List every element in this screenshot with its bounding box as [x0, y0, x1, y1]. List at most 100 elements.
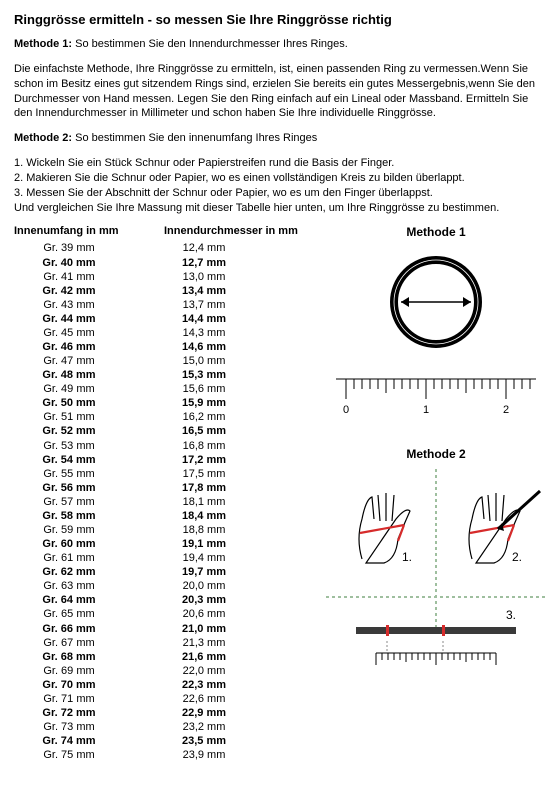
table-row: Gr. 48 mm15,3 mm [14, 368, 314, 382]
table-row: Gr. 46 mm14,6 mm [14, 340, 314, 354]
table-header-col1: Innenumfang in mm [14, 225, 164, 237]
cell-circumference: Gr. 65 mm [14, 607, 164, 621]
table-row: Gr. 69 mm22,0 mm [14, 664, 314, 678]
ruler-label-1: 1 [423, 404, 429, 416]
cell-diameter: 13,0 mm [164, 270, 284, 284]
cell-diameter: 17,8 mm [164, 481, 284, 495]
paragraph-1: Die einfachste Methode, Ihre Ringgrösse … [14, 62, 541, 121]
cell-circumference: Gr. 39 mm [14, 241, 164, 255]
size-table: Innenumfang in mm Innendurchmesser in mm… [14, 225, 314, 762]
cell-circumference: Gr. 55 mm [14, 467, 164, 481]
cell-circumference: Gr. 42 mm [14, 284, 164, 298]
table-row: Gr. 70 mm22,3 mm [14, 678, 314, 692]
table-row: Gr. 50 mm15,9 mm [14, 396, 314, 410]
table-row: Gr. 47 mm15,0 mm [14, 354, 314, 368]
table-row: Gr. 54 mm17,2 mm [14, 453, 314, 467]
cell-circumference: Gr. 70 mm [14, 678, 164, 692]
cell-diameter: 17,2 mm [164, 453, 284, 467]
table-row: Gr. 75 mm23,9 mm [14, 748, 314, 762]
cell-diameter: 15,9 mm [164, 396, 284, 410]
hand2-label: 2. [512, 550, 522, 564]
table-row: Gr. 59 mm18,8 mm [14, 523, 314, 537]
method1-label: Methode 1: [14, 38, 72, 50]
cell-circumference: Gr. 75 mm [14, 748, 164, 762]
cell-circumference: Gr. 53 mm [14, 439, 164, 453]
cell-circumference: Gr. 71 mm [14, 692, 164, 706]
cell-circumference: Gr. 57 mm [14, 495, 164, 509]
cell-circumference: Gr. 72 mm [14, 706, 164, 720]
table-row: Gr. 60 mm19,1 mm [14, 537, 314, 551]
table-row: Gr. 73 mm23,2 mm [14, 720, 314, 734]
cell-diameter: 20,6 mm [164, 607, 284, 621]
cell-circumference: Gr. 44 mm [14, 312, 164, 326]
cell-diameter: 14,3 mm [164, 326, 284, 340]
cell-diameter: 19,4 mm [164, 551, 284, 565]
method2-line: Methode 2: So bestimmen Sie den innenumf… [14, 131, 541, 146]
cell-diameter: 22,0 mm [164, 664, 284, 678]
cell-diameter: 21,6 mm [164, 650, 284, 664]
cell-circumference: Gr. 58 mm [14, 509, 164, 523]
table-row: Gr. 53 mm16,8 mm [14, 439, 314, 453]
hands-diagram-icon: 1. 2. 3. [326, 469, 546, 689]
ring-diagram-icon [351, 247, 521, 367]
cell-circumference: Gr. 49 mm [14, 382, 164, 396]
cell-circumference: Gr. 46 mm [14, 340, 164, 354]
table-row: Gr. 55 mm17,5 mm [14, 467, 314, 481]
cell-circumference: Gr. 47 mm [14, 354, 164, 368]
cell-circumference: Gr. 43 mm [14, 298, 164, 312]
method1-line: Methode 1: So bestimmen Sie den Innendur… [14, 37, 541, 52]
cell-circumference: Gr. 64 mm [14, 593, 164, 607]
step-2: 2. Makieren Sie die Schnur oder Papier, … [14, 171, 541, 186]
table-row: Gr. 43 mm13,7 mm [14, 298, 314, 312]
cell-circumference: Gr. 66 mm [14, 622, 164, 636]
ruler-label-0: 0 [343, 404, 349, 416]
ruler-label-2: 2 [503, 404, 509, 416]
cell-circumference: Gr. 41 mm [14, 270, 164, 284]
cell-diameter: 13,4 mm [164, 284, 284, 298]
table-row: Gr. 64 mm20,3 mm [14, 593, 314, 607]
cell-circumference: Gr. 45 mm [14, 326, 164, 340]
table-row: Gr. 57 mm18,1 mm [14, 495, 314, 509]
cell-diameter: 12,4 mm [164, 241, 284, 255]
cell-diameter: 19,1 mm [164, 537, 284, 551]
table-row: Gr. 42 mm13,4 mm [14, 284, 314, 298]
cell-diameter: 16,2 mm [164, 410, 284, 424]
cell-circumference: Gr. 54 mm [14, 453, 164, 467]
cell-diameter: 20,0 mm [164, 579, 284, 593]
steps-list: 1. Wickeln Sie ein Stück Schnur oder Pap… [14, 156, 541, 215]
cell-circumference: Gr. 40 mm [14, 256, 164, 270]
step-compare: Und vergleichen Sie Ihre Massung mit die… [14, 201, 541, 216]
table-row: Gr. 72 mm22,9 mm [14, 706, 314, 720]
cell-diameter: 18,4 mm [164, 509, 284, 523]
cell-diameter: 19,7 mm [164, 565, 284, 579]
page-title: Ringgrösse ermitteln - so messen Sie Ihr… [14, 12, 541, 27]
cell-circumference: Gr. 68 mm [14, 650, 164, 664]
strip-label: 3. [506, 608, 516, 622]
table-row: Gr. 65 mm20,6 mm [14, 607, 314, 621]
cell-circumference: Gr. 48 mm [14, 368, 164, 382]
table-row: Gr. 40 mm12,7 mm [14, 256, 314, 270]
diagram2-title: Methode 2 [326, 447, 546, 461]
table-row: Gr. 58 mm18,4 mm [14, 509, 314, 523]
step-3: 3. Messen Sie der Abschnitt der Schnur o… [14, 186, 541, 201]
table-row: Gr. 63 mm20,0 mm [14, 579, 314, 593]
cell-circumference: Gr. 52 mm [14, 424, 164, 438]
table-row: Gr. 66 mm21,0 mm [14, 622, 314, 636]
method1-text: So bestimmen Sie den Innendurchmesser Ih… [75, 38, 348, 50]
cell-circumference: Gr. 51 mm [14, 410, 164, 424]
cell-circumference: Gr. 61 mm [14, 551, 164, 565]
cell-circumference: Gr. 62 mm [14, 565, 164, 579]
cell-diameter: 18,8 mm [164, 523, 284, 537]
cell-diameter: 14,4 mm [164, 312, 284, 326]
cell-diameter: 22,6 mm [164, 692, 284, 706]
cell-diameter: 18,1 mm [164, 495, 284, 509]
cell-circumference: Gr. 60 mm [14, 537, 164, 551]
cell-diameter: 16,8 mm [164, 439, 284, 453]
cell-diameter: 21,0 mm [164, 622, 284, 636]
step-1: 1. Wickeln Sie ein Stück Schnur oder Pap… [14, 156, 541, 171]
table-row: Gr. 45 mm14,3 mm [14, 326, 314, 340]
table-row: Gr. 71 mm22,6 mm [14, 692, 314, 706]
table-row: Gr. 52 mm16,5 mm [14, 424, 314, 438]
cell-diameter: 22,9 mm [164, 706, 284, 720]
cell-circumference: Gr. 59 mm [14, 523, 164, 537]
